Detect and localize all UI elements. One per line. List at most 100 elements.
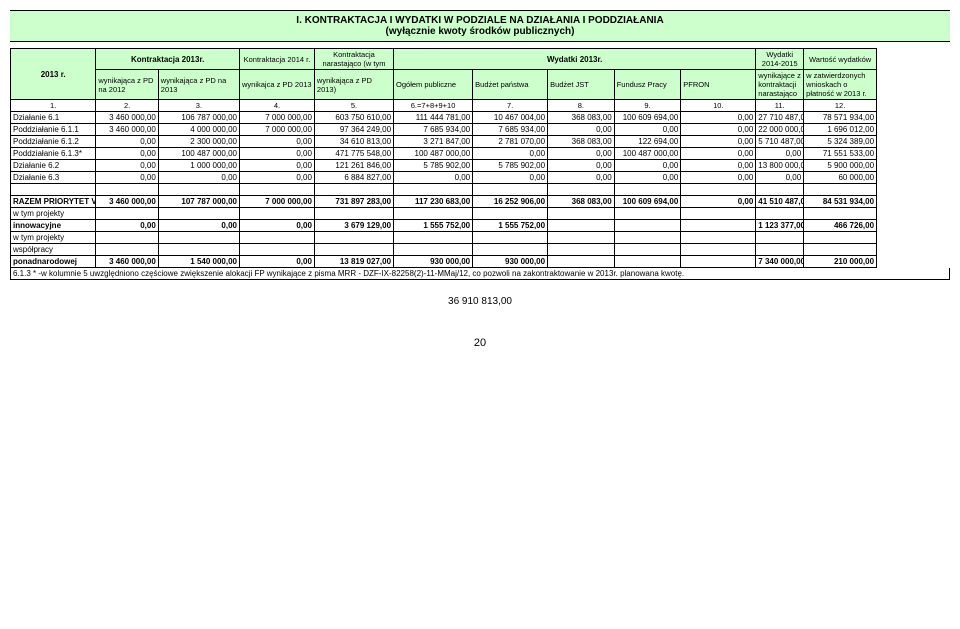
cell: 100 609 694,00 xyxy=(614,112,681,124)
cell xyxy=(548,256,615,268)
cell: 2 300 000,00 xyxy=(158,136,239,148)
cell: 0,00 xyxy=(473,172,548,184)
cell: 0,00 xyxy=(681,160,756,172)
row-label: ponadnarodowej xyxy=(11,256,96,268)
hdr-c7: Budżet JST xyxy=(548,70,615,100)
colnum-12: 12. xyxy=(804,100,877,112)
cell: 930 000,00 xyxy=(473,256,548,268)
cell xyxy=(681,220,756,232)
row-label: Poddziałanie 6.1.3* xyxy=(11,148,96,160)
cell: 0,00 xyxy=(681,148,756,160)
colnum-9: 9. xyxy=(614,100,681,112)
cell: 0,00 xyxy=(681,136,756,148)
hdr-c6: Budżet państwa xyxy=(473,70,548,100)
main-table: 2013 r. Kontraktacja 2013r. Kontraktacja… xyxy=(10,48,950,268)
hdr-c9: PFRON xyxy=(681,70,756,100)
hdr-kontraktacja-2013: Kontraktacja 2013r. xyxy=(96,49,240,70)
cell: 0,00 xyxy=(681,112,756,124)
cell: 603 750 610,00 xyxy=(314,112,393,124)
cell: 5 785 902,00 xyxy=(473,160,548,172)
cell: 1 555 752,00 xyxy=(394,220,473,232)
cell: 0,00 xyxy=(614,160,681,172)
cell: 3 460 000,00 xyxy=(96,112,158,124)
cell: 7 340 000,00 xyxy=(756,256,804,268)
cell: 731 897 283,00 xyxy=(314,196,393,208)
cell: 3 271 847,00 xyxy=(394,136,473,148)
cell: 0,00 xyxy=(473,148,548,160)
cell: 1 555 752,00 xyxy=(473,220,548,232)
cell: 0,00 xyxy=(96,172,158,184)
cell: 4 000 000,00 xyxy=(158,124,239,136)
row-label: Działanie 6.2 xyxy=(11,160,96,172)
colnum-3: 3. xyxy=(158,100,239,112)
cell: 27 710 487,00 xyxy=(756,112,804,124)
cell: 368 083,00 xyxy=(548,196,615,208)
row-label: Działanie 6.1 xyxy=(11,112,96,124)
colnum-6: 6.=7+8+9+10 xyxy=(394,100,473,112)
cell: 5 710 487,00 xyxy=(756,136,804,148)
cell: 368 083,00 xyxy=(548,136,615,148)
cell: 0,00 xyxy=(158,172,239,184)
cell: 117 230 683,00 xyxy=(394,196,473,208)
cell: 0,00 xyxy=(756,148,804,160)
cell: 6 884 827,00 xyxy=(314,172,393,184)
cell xyxy=(548,220,615,232)
cell: 0,00 xyxy=(239,256,314,268)
wspol-line1: w tym projekty xyxy=(11,232,96,244)
cell: 0,00 xyxy=(614,124,681,136)
cell: 0,00 xyxy=(614,172,681,184)
cell: 13 819 027,00 xyxy=(314,256,393,268)
cell: 0,00 xyxy=(548,148,615,160)
cell: 60 000,00 xyxy=(804,172,877,184)
cell: 3 460 000,00 xyxy=(96,256,158,268)
colnum-2: 2. xyxy=(96,100,158,112)
cell: 1 000 000,00 xyxy=(158,160,239,172)
colnum-8: 8. xyxy=(548,100,615,112)
colnum-4: 4. xyxy=(239,100,314,112)
cell: 100 609 694,00 xyxy=(614,196,681,208)
cell: 7 000 000,00 xyxy=(239,196,314,208)
cell xyxy=(614,220,681,232)
cell: 100 487 000,00 xyxy=(394,148,473,160)
colnum-7: 7. xyxy=(473,100,548,112)
cell: 10 467 004,00 xyxy=(473,112,548,124)
title-line-2: (wyłącznie kwoty środków publicznych) xyxy=(10,26,950,37)
cell: 111 444 781,00 xyxy=(394,112,473,124)
cell: 0,00 xyxy=(239,148,314,160)
cell: 34 610 813,00 xyxy=(314,136,393,148)
cell xyxy=(681,256,756,268)
cell: 100 487 000,00 xyxy=(158,148,239,160)
colnum-5: 5. xyxy=(314,100,393,112)
hdr-c4: wynikająca z PD 2013) xyxy=(314,70,393,100)
cell: 210 000,00 xyxy=(804,256,877,268)
cell: 7 000 000,00 xyxy=(239,124,314,136)
wspol-line2: współpracy xyxy=(11,244,96,256)
cell xyxy=(614,256,681,268)
hdr-wydatki-14-15-top: Wydatki 2014-2015 xyxy=(756,49,804,70)
cell: 122 694,00 xyxy=(614,136,681,148)
cell: 1 696 012,00 xyxy=(804,124,877,136)
cell: 0,00 xyxy=(239,172,314,184)
hdr-wartosc-top: Wartość wydatków xyxy=(804,49,877,70)
cell: 0,00 xyxy=(394,172,473,184)
cell: 0,00 xyxy=(239,136,314,148)
cell: 121 261 846,00 xyxy=(314,160,393,172)
colnum-1: 1. xyxy=(11,100,96,112)
hdr-narastajaco-top: Kontraktacja narastająco (w tym xyxy=(314,49,393,70)
row-label: Poddziałanie 6.1.2 xyxy=(11,136,96,148)
bottom-value: 36 910 813,00 xyxy=(10,296,950,307)
hdr-2013: 2013 r. xyxy=(11,49,96,100)
row-label: Działanie 6.3 xyxy=(11,172,96,184)
cell: 0,00 xyxy=(239,160,314,172)
cell: 0,00 xyxy=(96,160,158,172)
cell: 3 460 000,00 xyxy=(96,124,158,136)
cell: 0,00 xyxy=(96,220,158,232)
colnum-10: 10. xyxy=(681,100,756,112)
cell: 368 083,00 xyxy=(548,112,615,124)
cell: 1 123 377,00 xyxy=(756,220,804,232)
cell: 7 685 934,00 xyxy=(473,124,548,136)
cell: 3 460 000,00 xyxy=(96,196,158,208)
hdr-c2: wynikająca z PD na 2013 xyxy=(158,70,239,100)
row-label: Poddziałanie 6.1.1 xyxy=(11,124,96,136)
page-number: 20 xyxy=(10,337,950,349)
